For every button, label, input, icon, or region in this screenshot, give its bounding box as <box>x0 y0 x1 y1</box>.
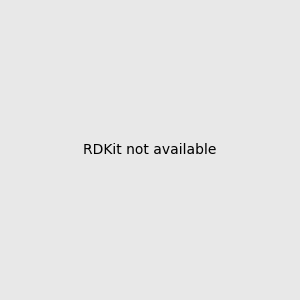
Text: RDKit not available: RDKit not available <box>83 143 217 157</box>
